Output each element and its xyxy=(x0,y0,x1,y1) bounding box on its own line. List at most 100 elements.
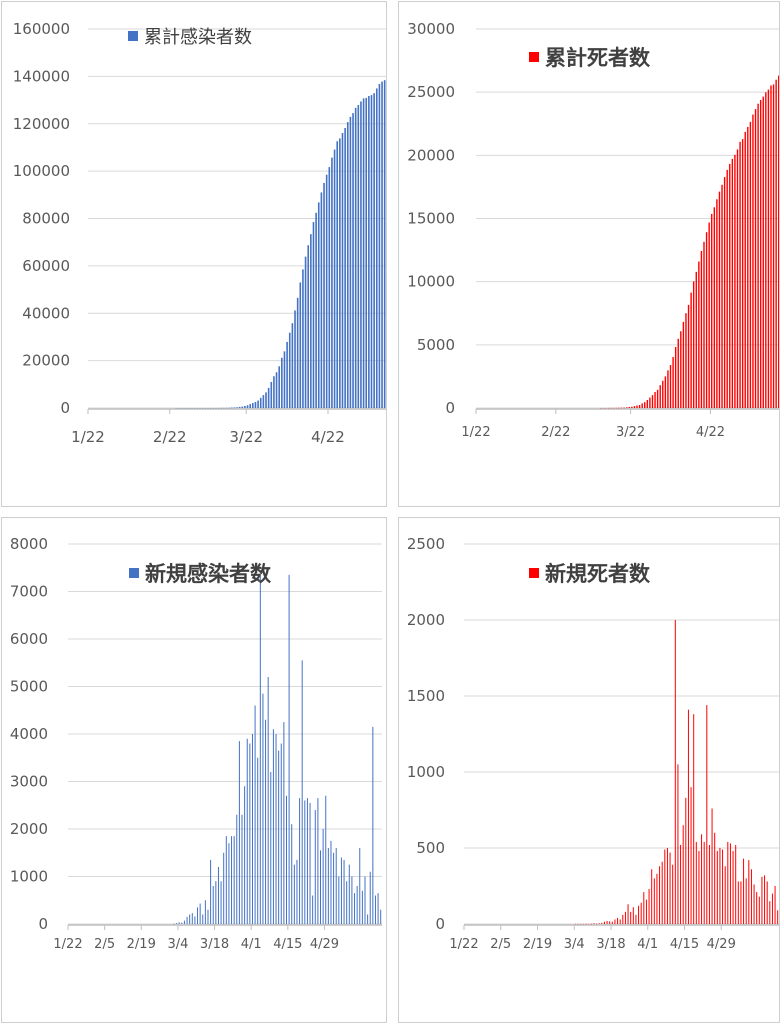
bar xyxy=(778,75,779,408)
bar xyxy=(687,709,689,924)
y-tick-label: 1000 xyxy=(407,763,445,781)
bar xyxy=(259,574,261,924)
bar xyxy=(777,910,779,924)
bar xyxy=(651,395,654,408)
y-tick-label: 1000 xyxy=(10,868,48,886)
bar xyxy=(380,909,382,924)
bar xyxy=(633,406,636,408)
bar xyxy=(774,886,776,924)
bar xyxy=(644,402,646,408)
bar xyxy=(191,913,193,924)
bar xyxy=(716,851,718,924)
bar xyxy=(307,245,310,408)
legend-swatch xyxy=(529,568,539,578)
bar xyxy=(328,167,331,408)
x-tick-label: 2/22 xyxy=(541,425,570,440)
bar xyxy=(708,844,710,924)
bar xyxy=(640,902,642,924)
bar xyxy=(236,407,238,409)
bar xyxy=(649,397,651,408)
bar xyxy=(698,851,700,924)
bar xyxy=(246,738,248,924)
bar xyxy=(383,80,386,408)
x-tick-label: 3/22 xyxy=(616,425,645,440)
bar xyxy=(767,89,770,408)
y-tick-label: 6000 xyxy=(10,630,48,648)
bar xyxy=(364,876,366,924)
bar xyxy=(695,271,697,408)
bar xyxy=(706,705,708,924)
y-tick-label: 4000 xyxy=(10,725,48,743)
bar xyxy=(241,814,243,924)
bar xyxy=(690,787,692,924)
bar xyxy=(377,893,379,924)
bar xyxy=(628,407,630,408)
bar xyxy=(736,149,739,408)
bar xyxy=(669,364,672,408)
y-tick-label: 500 xyxy=(416,839,445,857)
bar xyxy=(273,376,275,408)
bar xyxy=(351,876,353,924)
bar xyxy=(322,829,324,924)
bar xyxy=(374,895,376,924)
bar xyxy=(228,407,230,409)
bar xyxy=(212,886,214,924)
bar xyxy=(296,859,298,924)
y-tick-label: 40000 xyxy=(22,304,70,322)
bar xyxy=(744,131,746,408)
bar xyxy=(288,574,290,924)
bar xyxy=(327,848,329,924)
bar xyxy=(275,372,278,408)
bar xyxy=(577,923,579,925)
bar xyxy=(338,876,340,924)
bar xyxy=(750,869,752,924)
bar xyxy=(735,844,737,924)
bar xyxy=(613,407,615,409)
bar xyxy=(653,878,655,924)
y-tick-label: 5000 xyxy=(10,678,48,696)
bar xyxy=(270,381,273,408)
bar xyxy=(700,250,703,408)
chart-cumulative-cases: 0 20000 40000 60000 80000 100000 120000 140000 1… xyxy=(1,1,387,507)
bar xyxy=(609,921,611,924)
x-tick-label: 3/4 xyxy=(564,937,585,952)
y-tick-label: 30000 xyxy=(407,20,455,38)
bar xyxy=(320,192,323,408)
bar xyxy=(197,907,199,924)
y-tick-label: 100000 xyxy=(13,162,70,180)
bar xyxy=(722,849,724,924)
bar xyxy=(680,331,682,408)
bar xyxy=(333,149,336,408)
bar xyxy=(672,864,674,924)
bar xyxy=(762,96,764,409)
bar xyxy=(754,109,757,408)
bar xyxy=(230,407,233,409)
bar xyxy=(293,864,295,924)
bar xyxy=(759,100,762,408)
bar xyxy=(729,843,731,924)
bar xyxy=(312,222,315,408)
x-tick-label: 4/15 xyxy=(670,937,699,952)
bar xyxy=(685,797,687,924)
bar xyxy=(356,886,358,924)
bar xyxy=(348,864,350,924)
x-tick-label: 3/22 xyxy=(229,428,263,446)
bar xyxy=(267,677,269,924)
bar xyxy=(635,914,637,924)
bar xyxy=(727,841,729,924)
bar xyxy=(281,357,283,408)
bar xyxy=(257,400,259,408)
y-tick-label: 0 xyxy=(445,399,455,417)
bar xyxy=(585,923,587,925)
bar xyxy=(753,884,755,924)
bar xyxy=(729,163,731,408)
bar xyxy=(369,871,371,924)
bar xyxy=(285,795,287,924)
bar xyxy=(217,867,219,924)
bar xyxy=(627,904,629,924)
bar xyxy=(244,786,246,924)
bar xyxy=(775,79,777,408)
bar xyxy=(378,83,381,408)
bar xyxy=(325,174,328,408)
bar xyxy=(265,392,267,408)
